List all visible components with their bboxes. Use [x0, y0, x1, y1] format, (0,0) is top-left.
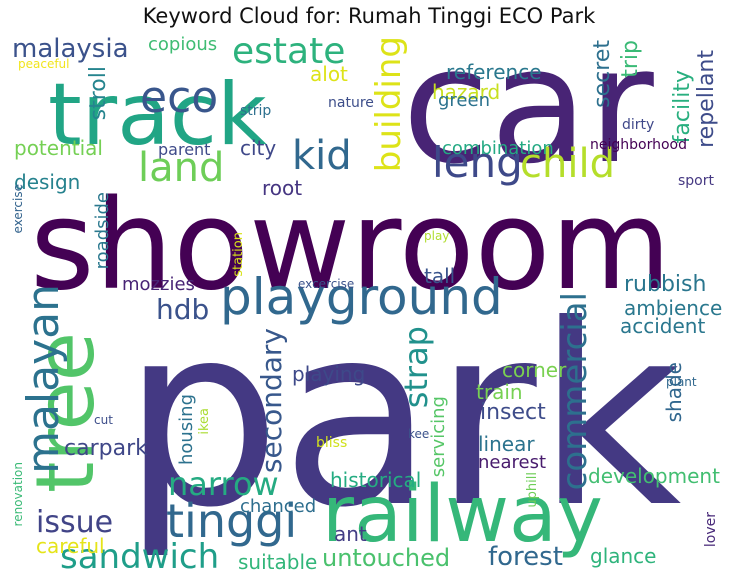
- word-nearest: nearest: [478, 452, 547, 473]
- word-estate: estate: [232, 36, 346, 72]
- word-kid: kid: [292, 133, 352, 179]
- word-shade: shade: [662, 362, 686, 423]
- word-historical: historical: [330, 468, 422, 492]
- word-roadside: roadside: [92, 192, 113, 270]
- word-building: building: [369, 36, 409, 173]
- word-hdb: hdb: [156, 293, 210, 326]
- word-land: land: [138, 145, 225, 191]
- word-trip: trip: [618, 40, 643, 78]
- word-dirty: dirty: [622, 117, 655, 133]
- word-ambience: ambience: [624, 296, 723, 320]
- word-copious: copious: [148, 36, 218, 55]
- word-commercial: commercial: [555, 292, 595, 491]
- word-station: station: [231, 232, 246, 277]
- word-peaceful: peaceful: [18, 57, 70, 71]
- word-cut: cut: [94, 413, 113, 427]
- chart-title: Keyword Cloud for: Rumah Tinggi ECO Park: [142, 4, 596, 28]
- word-issue: issue: [36, 505, 114, 540]
- word-showroom: showroom: [30, 174, 672, 318]
- word-park: park: [122, 271, 682, 562]
- word-ikea: ikea: [197, 408, 212, 435]
- word-railway: railway: [322, 470, 603, 560]
- word-stroll: stroll: [86, 66, 111, 121]
- word-secondary: secondary: [255, 328, 288, 474]
- word-carpark: carpark: [64, 436, 148, 461]
- word-combination: combination: [442, 138, 554, 159]
- word-tall: tall: [424, 264, 456, 288]
- word-tinggi: tinggi: [166, 494, 298, 548]
- word-malaysia: malaysia: [12, 36, 129, 64]
- word-leng: leng: [432, 138, 523, 187]
- word-linear: linear: [478, 432, 535, 456]
- word-glance: glance: [590, 544, 657, 568]
- word-repellant: repellant: [694, 50, 719, 148]
- word-parent: parent: [158, 140, 211, 159]
- word-child: child: [520, 141, 615, 187]
- word-careful: careful: [36, 534, 105, 558]
- word-rubbish: rubbish: [624, 272, 707, 297]
- word-secret: secret: [590, 40, 615, 108]
- word-excercise: excercise: [298, 277, 355, 291]
- word-chanced: chanced: [240, 496, 317, 517]
- word-lover: lover: [703, 512, 719, 548]
- word-suitable: suitable: [238, 550, 318, 574]
- word-strip: strip: [240, 103, 272, 119]
- word-play: play: [424, 229, 450, 243]
- word-accident: accident: [620, 314, 706, 338]
- word-potential: potential: [14, 136, 103, 160]
- word-malayan: malayan: [18, 284, 69, 474]
- word-renovation: renovation: [12, 462, 25, 527]
- word-bliss: bliss: [316, 435, 348, 451]
- word-car: car: [402, 36, 654, 199]
- word-narrow: narrow: [168, 465, 279, 503]
- word-servicing: servicing: [428, 396, 449, 478]
- word-train: train: [476, 380, 523, 404]
- word-track: track: [48, 65, 267, 165]
- word-ant: ant: [334, 522, 367, 546]
- word-alot: alot: [310, 62, 348, 86]
- word-green: green: [438, 90, 490, 111]
- word-neighborhood: neighborhood: [590, 137, 687, 153]
- word-hazard: hazard: [432, 80, 501, 104]
- word-facility: facility: [670, 70, 695, 144]
- word-root: root: [262, 176, 303, 200]
- word-development: development: [588, 464, 720, 488]
- word-forest: forest: [488, 542, 563, 572]
- word-design: design: [14, 170, 81, 194]
- word-cloud: park showroom car track railway tree playgroun…: [12, 36, 728, 576]
- word-mozzies: mozzies: [122, 274, 195, 295]
- word-exercise: exercise: [12, 184, 25, 234]
- word-sport: sport: [678, 173, 714, 189]
- word-playing: playing: [292, 362, 366, 386]
- word-sandwich: sandwich: [60, 537, 220, 576]
- word-nature: nature: [328, 95, 374, 111]
- word-untouched: untouched: [322, 544, 451, 572]
- word-city: city: [240, 136, 277, 160]
- word-insect: insect: [480, 400, 546, 425]
- word-eco: eco: [140, 72, 219, 123]
- word-uphill: uphill: [525, 472, 540, 508]
- word-corner: corner: [502, 358, 567, 382]
- word-plant: plant: [666, 375, 697, 389]
- word-playground: playground: [220, 268, 503, 326]
- word-kee: kee: [408, 427, 430, 441]
- word-housing: housing: [176, 394, 197, 466]
- word-reference: reference: [446, 60, 542, 84]
